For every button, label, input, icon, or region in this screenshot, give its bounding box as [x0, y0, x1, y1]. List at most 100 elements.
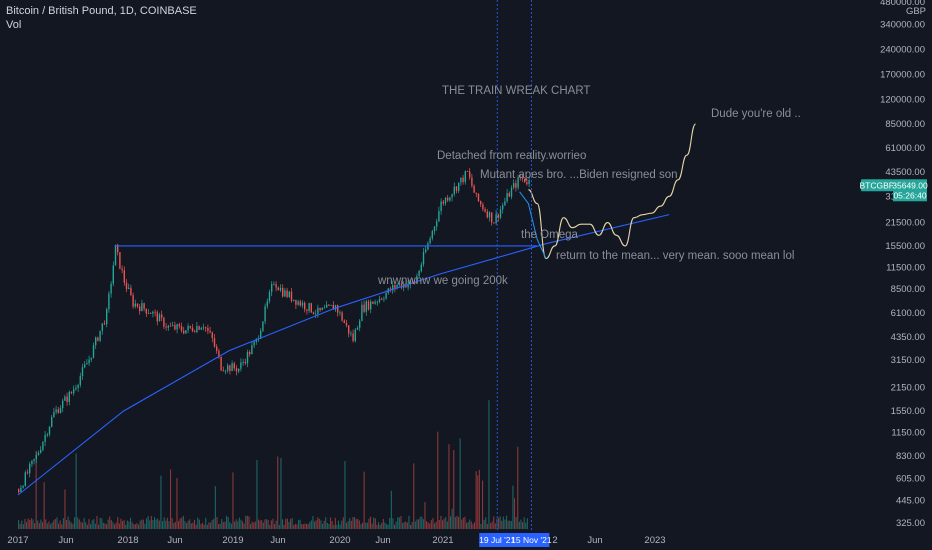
volume-bar: [510, 520, 512, 529]
price-tick-label: 61000.00: [885, 143, 925, 154]
candle-body: [150, 313, 152, 314]
candle-body: [299, 301, 301, 306]
candle-body: [440, 201, 442, 211]
price-tick-label: 240000.00: [880, 45, 925, 56]
volume-bar: [218, 524, 220, 529]
candle-body: [194, 331, 196, 332]
candle-body: [77, 385, 79, 388]
candle-body: [189, 326, 191, 328]
candle-body: [123, 270, 125, 283]
volume-bar: [512, 485, 514, 529]
volume-bar: [299, 519, 301, 529]
candle-body: [266, 301, 268, 307]
candle-body: [475, 192, 477, 194]
candle-body: [128, 287, 130, 289]
volume-bar: [200, 524, 202, 529]
candle-body: [383, 298, 385, 300]
volume-bar: [360, 524, 362, 529]
candle-body: [114, 244, 117, 266]
candle-body: [90, 357, 92, 360]
candle-body: [229, 365, 231, 371]
volume-bar: [131, 522, 133, 529]
candle-body: [92, 345, 95, 358]
volume-bar: [154, 517, 156, 529]
volume-indicator-label[interactable]: Vol: [6, 19, 22, 31]
candle-body: [310, 303, 312, 313]
candle-body: [337, 305, 339, 313]
volume-bar: [418, 519, 420, 529]
volume-bar: [333, 525, 335, 529]
volume-bar: [379, 524, 381, 529]
time-axis[interactable]: 2017 Jun 2018 Jun 2019 Jun 2020 Jun 2021 2 Jun 2023…: [7, 533, 666, 547]
volume-bar: [123, 520, 125, 529]
candle-body: [130, 287, 132, 295]
volume-bar: [240, 519, 242, 529]
candle-body: [491, 212, 493, 223]
volume-bar: [253, 522, 255, 529]
volume-bar: [74, 517, 76, 529]
candle-body: [418, 271, 420, 276]
candle-body: [249, 352, 251, 355]
candle-body: [20, 487, 22, 492]
volume-bar: [478, 469, 480, 529]
candle-body: [293, 299, 295, 301]
candle-body: [81, 367, 84, 377]
volume-bar: [283, 524, 285, 529]
volume-bar: [342, 517, 344, 529]
volume-bar: [352, 517, 354, 529]
candle-body: [515, 183, 517, 188]
price-candles: [18, 167, 530, 494]
volume-bar: [40, 519, 42, 529]
candle-body: [482, 204, 484, 210]
candle-body: [462, 177, 464, 182]
candle-body: [354, 329, 356, 341]
price-tick-label: 480000.00: [880, 0, 925, 8]
chart-header: Bitcoin / British Pound, 1D, COINBASE Vo…: [6, 4, 197, 32]
volume-bar: [262, 522, 264, 529]
candle-body: [348, 325, 350, 334]
candle-body: [251, 345, 253, 355]
candle-body: [493, 222, 495, 224]
last-price-value: 35649.00: [892, 180, 928, 190]
volume-bar: [427, 522, 429, 529]
candle-body: [429, 238, 431, 244]
volume-bar: [381, 522, 383, 529]
candle-body: [277, 287, 279, 291]
candle-body: [308, 303, 310, 311]
candle-body: [502, 205, 504, 210]
candle-body: [409, 280, 411, 285]
candle-body: [125, 282, 128, 289]
price-tick-label: 1550.00: [891, 406, 925, 417]
symbol-title[interactable]: Bitcoin / British Pound, 1D, COINBASE: [6, 5, 197, 17]
candle-body: [425, 249, 427, 252]
volume-bar: [346, 522, 348, 529]
volume-bar: [341, 520, 343, 529]
volume-bar: [366, 522, 368, 529]
time-tick-label: 2023: [644, 535, 665, 546]
drawing-lines[interactable]: [17, 0, 697, 532]
volume-bar: [312, 516, 314, 529]
price-tick-label: 4350.00: [891, 332, 925, 343]
volume-bar: [293, 524, 295, 529]
annotations: THE TRAIN WREAK CHART Dude you're old .. D…: [377, 85, 801, 287]
volume-bar: [197, 517, 199, 529]
volume-bar: [384, 522, 386, 529]
candle-body: [156, 312, 158, 322]
volume-bar: [277, 456, 279, 529]
volume-bar: [88, 519, 90, 529]
time-tick-label: Jun: [587, 535, 602, 546]
candle-body: [95, 337, 97, 346]
time-tick-label: Jun: [58, 535, 73, 546]
volume-bar: [440, 515, 442, 529]
volume-bar: [365, 522, 367, 529]
volume-bar: [158, 520, 160, 529]
volume-bar: [102, 522, 104, 529]
candle-body: [165, 326, 167, 328]
volume-bar: [32, 519, 34, 529]
candle-body: [361, 304, 363, 321]
candle-body: [528, 180, 530, 185]
price-tick-label: 15500.00: [885, 241, 925, 252]
candle-body: [222, 370, 224, 372]
